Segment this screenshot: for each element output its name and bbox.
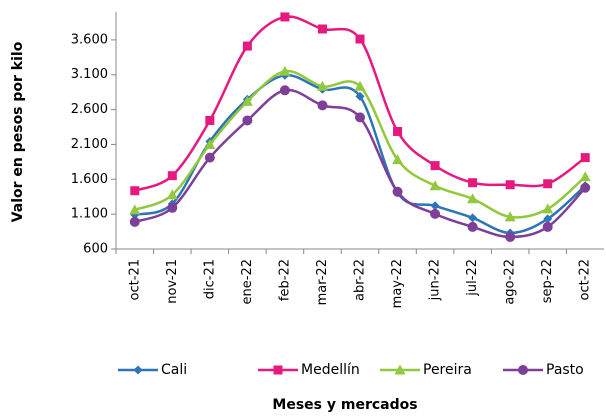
y-tick-label: 2.100 — [71, 137, 108, 152]
x-tick-label: nov-21 — [165, 259, 180, 304]
data-point — [205, 115, 215, 125]
x-tick-label: dic-21 — [202, 259, 217, 299]
data-point — [355, 34, 365, 44]
data-point — [580, 182, 591, 193]
data-point — [279, 65, 291, 76]
data-point — [430, 201, 440, 211]
data-point — [580, 153, 590, 163]
x-tick-label: may-22 — [390, 259, 405, 308]
data-point — [316, 80, 328, 91]
y-tick-label: 1.600 — [71, 172, 108, 187]
data-point — [355, 112, 365, 123]
x-tick-label: mar-22 — [315, 259, 330, 305]
data-point — [167, 171, 177, 181]
x-tick-label: oct-21 — [127, 259, 142, 300]
legend-marker — [133, 365, 143, 375]
legend-label: Pereira — [423, 362, 472, 378]
legend-marker — [518, 365, 528, 375]
data-point — [393, 126, 403, 136]
data-point — [543, 214, 553, 224]
data-point — [392, 186, 403, 197]
y-tick-label: 3.600 — [71, 32, 108, 47]
data-point — [579, 171, 591, 182]
data-point — [504, 211, 516, 222]
data-point — [468, 178, 478, 188]
x-tick-label: ene-22 — [240, 259, 255, 304]
data-point — [468, 213, 478, 223]
y-tick-label: 600 — [83, 242, 108, 257]
x-tick-label: sep-22 — [540, 259, 555, 303]
data-point — [204, 152, 215, 163]
data-point — [317, 24, 327, 34]
data-point — [505, 180, 515, 190]
y-axis-label: Valor en pesos por kilo — [10, 41, 26, 222]
x-tick-label: ago-22 — [503, 259, 518, 305]
data-point — [467, 221, 478, 232]
data-point — [280, 12, 290, 22]
x-tick-label: jul-22 — [465, 259, 480, 297]
data-point — [242, 41, 252, 51]
x-tick-label: oct-22 — [578, 259, 593, 300]
legend-label: Pasto — [546, 362, 584, 378]
data-point — [430, 208, 441, 219]
data-point — [355, 91, 365, 101]
data-point — [467, 193, 479, 204]
data-point — [166, 189, 178, 200]
data-point — [354, 80, 366, 91]
data-point — [279, 85, 290, 96]
data-point — [542, 221, 553, 232]
data-point — [543, 179, 553, 189]
data-point — [129, 204, 141, 215]
data-point — [129, 216, 140, 227]
legend-marker — [394, 364, 406, 375]
data-point — [392, 154, 404, 165]
y-tick-label: 1.100 — [71, 207, 108, 222]
x-tick-label: jun-22 — [428, 259, 443, 301]
legend-marker — [273, 365, 283, 375]
data-point — [167, 202, 178, 213]
data-point — [241, 95, 253, 106]
data-point — [430, 161, 440, 171]
data-point — [429, 180, 441, 191]
data-point — [542, 203, 554, 214]
x-tick-label: feb-22 — [277, 259, 292, 301]
legend-label: Cali — [161, 362, 187, 378]
series-line — [134, 88, 587, 239]
data-point — [242, 115, 253, 126]
data-point — [317, 100, 328, 111]
y-tick-label: 2.600 — [71, 102, 108, 117]
data-point — [204, 139, 216, 150]
y-tick-label: 3.100 — [71, 67, 108, 82]
x-tick-label: abr-22 — [353, 259, 368, 301]
legend-label: Medellín — [301, 362, 360, 378]
x-axis-label: Meses y mercados — [272, 397, 417, 413]
data-point — [505, 231, 516, 242]
data-point — [130, 186, 140, 196]
